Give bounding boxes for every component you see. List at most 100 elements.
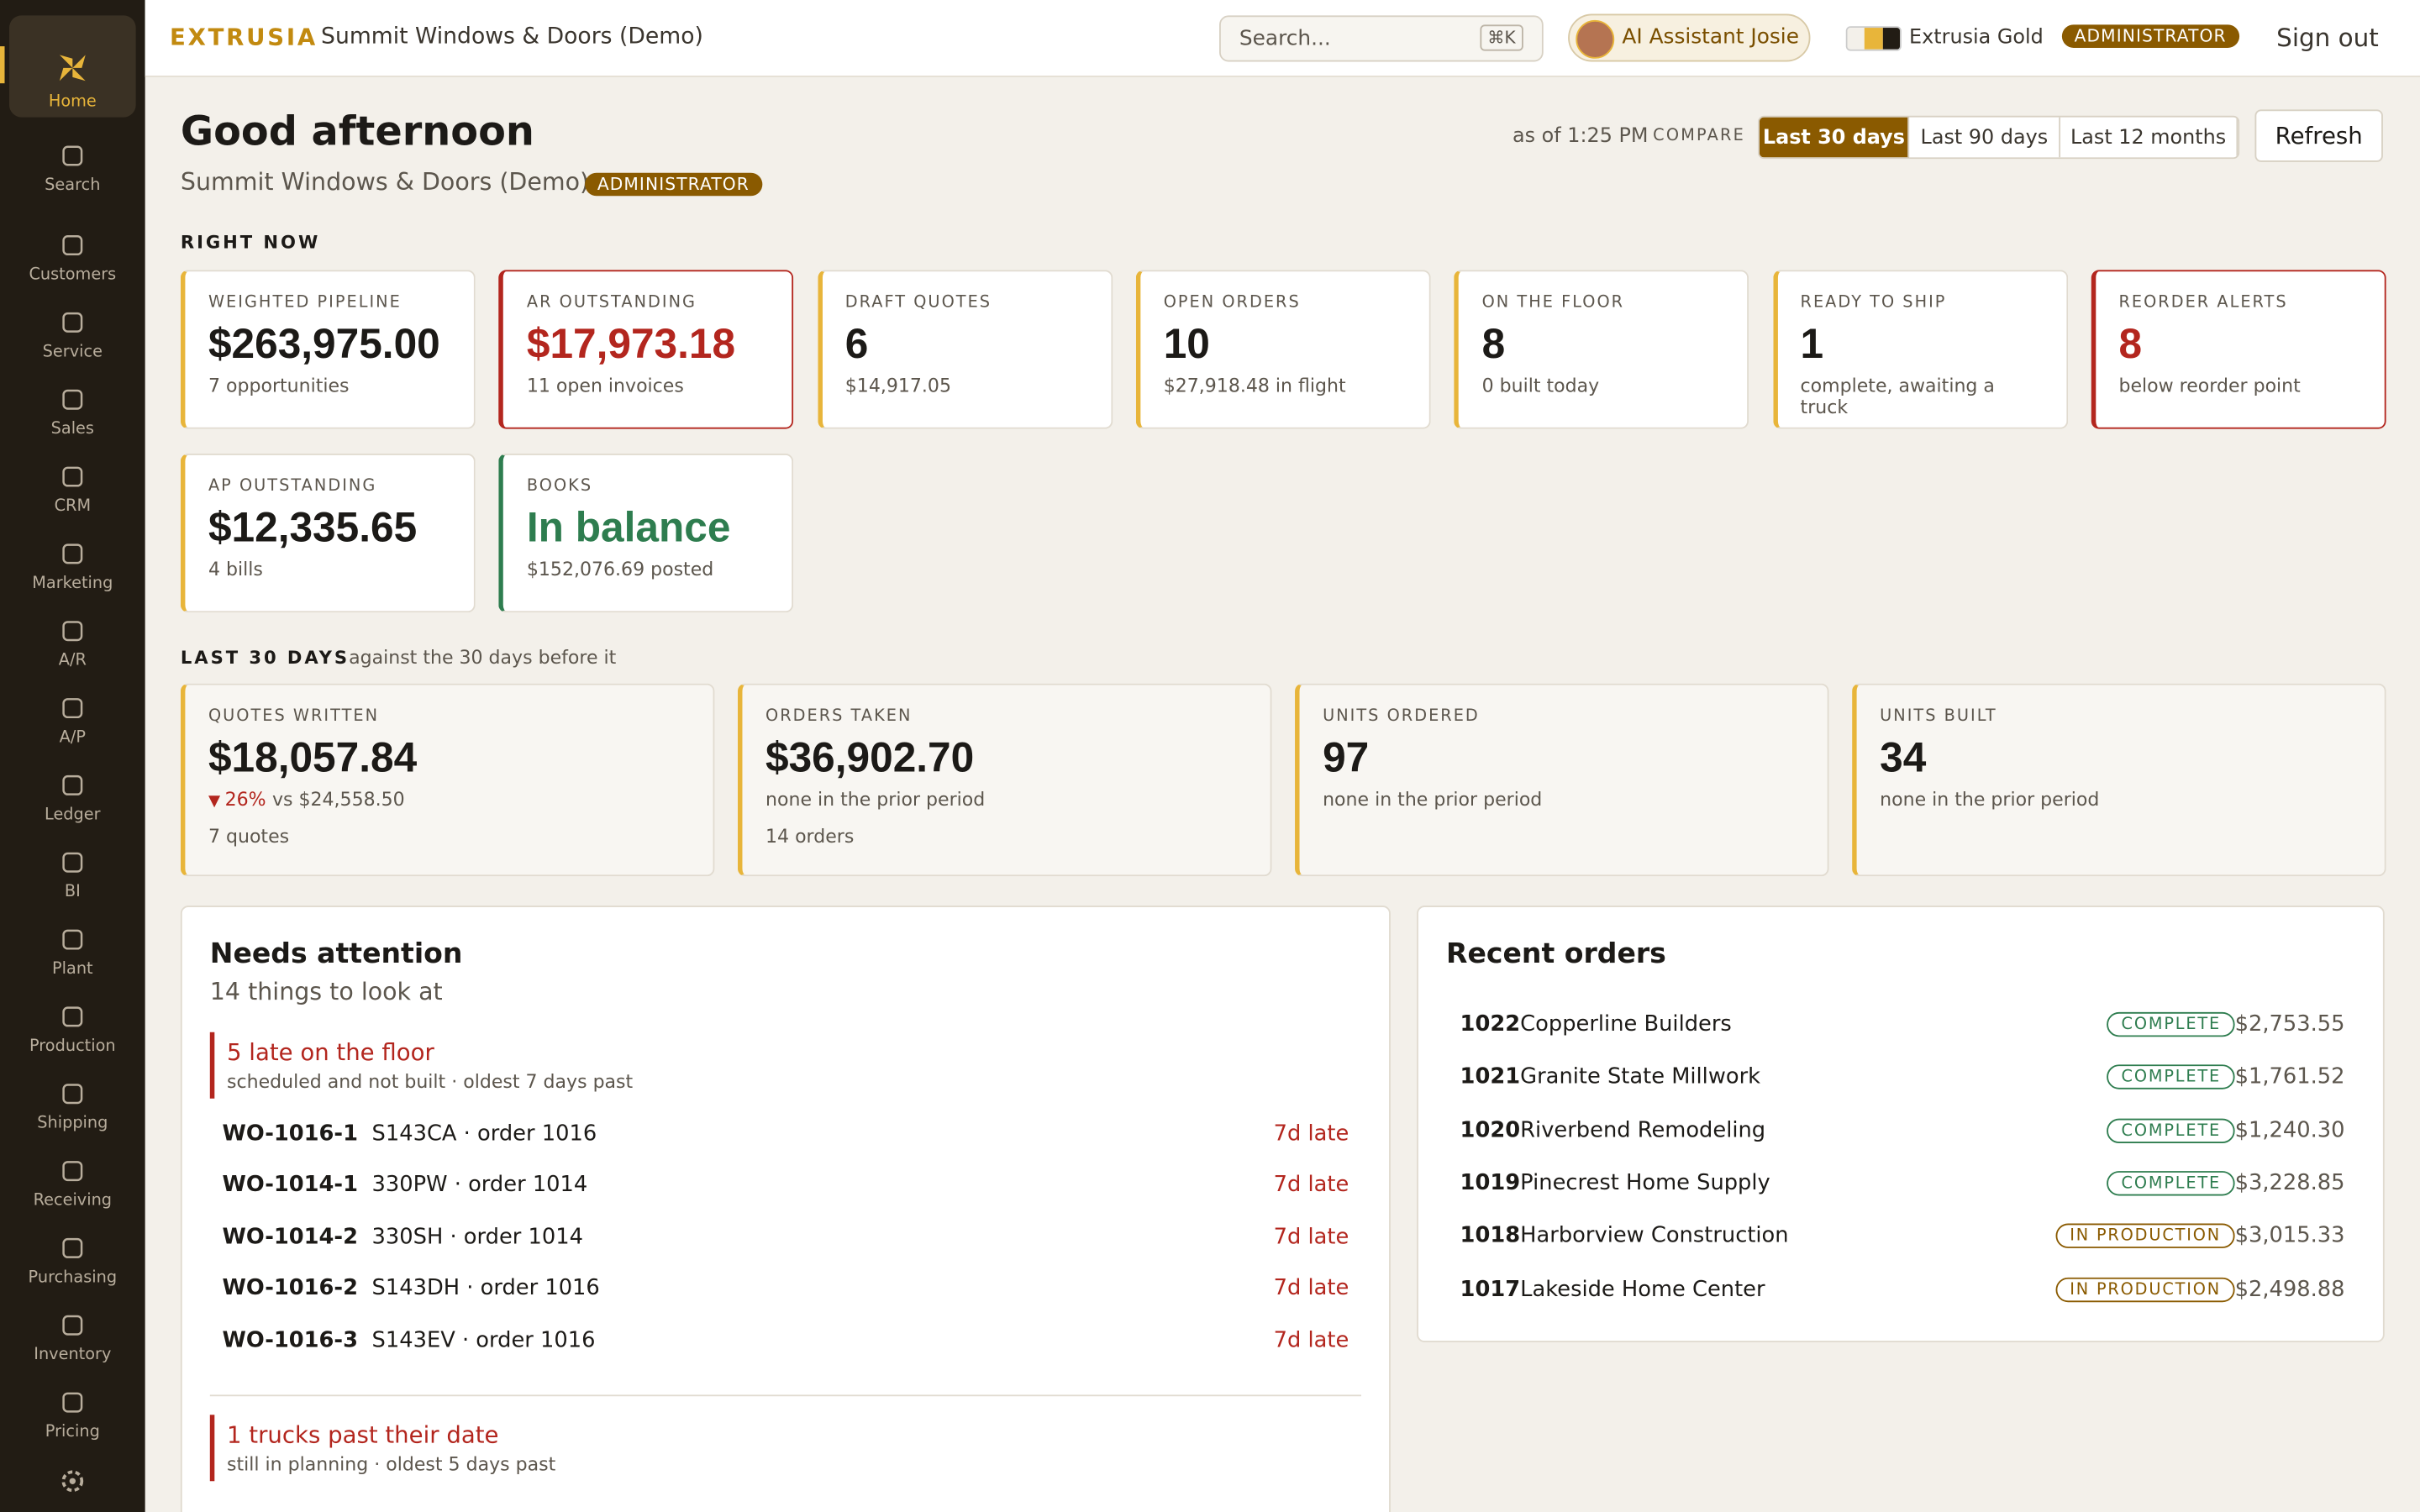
recent-orders-panel: Recent orders 1022 Copperline Builders COMP…: [1417, 906, 2385, 1342]
nav-item[interactable]: Pricing: [9, 1379, 136, 1447]
nav-label: Purchasing: [28, 1268, 118, 1287]
nav-item[interactable]: Service: [9, 299, 136, 367]
role-badge: ADMINISTRATOR: [585, 172, 762, 197]
panel-title: Recent orders: [1446, 937, 1666, 971]
order-number: 1018: [1460, 1224, 1521, 1249]
nav-item[interactable]: A/R: [9, 608, 136, 676]
panel-subtitle: 14 things to look at: [209, 978, 443, 1006]
late-status: 7d late: [1273, 1121, 1349, 1147]
nav-label: CRM: [54, 496, 92, 516]
status-pill: COMPLETE: [2107, 1065, 2235, 1090]
nav-item[interactable]: Ledger: [9, 762, 136, 830]
order-number: 1019: [1460, 1171, 1521, 1196]
period-label: UNITS ORDERED: [1323, 706, 1480, 726]
order-row[interactable]: 1022 Copperline Builders COMPLETE $2,753.55: [1446, 998, 2355, 1051]
kpi-card: OPEN ORDERS 10 $27,918.48 in flight: [1135, 270, 1431, 429]
nav-item[interactable]: BI: [9, 839, 136, 907]
nav-label: Inventory: [34, 1345, 112, 1364]
section-note: against the 30 days before it: [349, 646, 617, 669]
range-button[interactable]: Last 30 days: [1759, 117, 1910, 158]
attention-row[interactable]: WO-1014-1 330PW · order 1014 7d late: [210, 1159, 1361, 1211]
order-row[interactable]: 1017 Lakeside Home Center IN PRODUCTION $2,…: [1446, 1263, 2355, 1315]
order-number: 1020: [1460, 1118, 1521, 1143]
kpi-sub: 7 opportunities: [208, 375, 350, 397]
settings-icon: [61, 1470, 84, 1493]
nav-item[interactable]: Production: [9, 994, 136, 1062]
nav-item[interactable]: Plant: [9, 916, 136, 984]
order-number: 1022: [1460, 1012, 1521, 1037]
attention-row[interactable]: WO-1016-2 S143DH · order 1016 7d late: [210, 1263, 1361, 1315]
kpi-value: $263,975.00: [208, 321, 440, 368]
kpi-sub: below reorder point: [2118, 375, 2301, 397]
nav-item[interactable]: Purchasing: [9, 1225, 136, 1293]
order-customer: Granite State Millwork: [1520, 1065, 1761, 1090]
greeting: Good afternoon: [180, 109, 534, 156]
avatar: [1576, 19, 1615, 59]
brand: EXTRUSIA: [170, 23, 318, 51]
nav-item[interactable]: Receiving: [9, 1148, 136, 1216]
kpi-sub: 0 built today: [1481, 375, 1600, 397]
order-row[interactable]: 1021 Granite State Millwork COMPLETE $1,761…: [1446, 1051, 2355, 1104]
nav-icon: [62, 543, 83, 564]
period-label: UNITS BUILT: [1880, 706, 1997, 726]
kpi-label: REORDER ALERTS: [2118, 292, 2288, 312]
nav-item[interactable]: Sales: [9, 376, 136, 444]
work-order-desc: S143DH · order 1016: [371, 1276, 600, 1301]
attention-row[interactable]: WO-1016-3 S143EV · order 1016 7d late: [210, 1315, 1361, 1367]
nav-item[interactable]: A/P: [9, 685, 136, 753]
assistant-button[interactable]: AI Assistant Josie: [1568, 13, 1811, 62]
nav-item[interactable]: Home: [9, 15, 136, 118]
delta-text: vs $24,558.50: [271, 788, 405, 811]
order-row[interactable]: 1019 Pinecrest Home Supply COMPLETE $3,228.…: [1446, 1157, 2355, 1210]
nav-icon: [62, 389, 83, 410]
period-value: 97: [1323, 734, 1370, 781]
search-box[interactable]: Search... ⌘K: [1219, 15, 1544, 62]
nav-item[interactable]: CRM: [9, 454, 136, 522]
nav-item[interactable]: Customers: [9, 222, 136, 290]
main: Good afternoon Summit Windows & Doors (De…: [145, 77, 2420, 1512]
kpi-value: 8: [2118, 321, 2143, 368]
kpi-card: DRAFT QUOTES 6 $14,917.05: [817, 270, 1113, 429]
sign-out[interactable]: Sign out: [2276, 23, 2379, 53]
attention-row[interactable]: WO-1016-1 S143CA · order 1016 7d late: [210, 1108, 1361, 1160]
nav-icon: [62, 1237, 83, 1258]
kpi-card: AP OUTSTANDING $12,335.65 4 bills: [180, 454, 476, 613]
period-label: ORDERS TAKEN: [765, 706, 913, 726]
attention-row[interactable]: WO-1014-2 330SH · order 1014 7d late: [210, 1211, 1361, 1263]
active-indicator: [0, 46, 5, 84]
kpi-card: READY TO SHIP 1 complete, awaiting a truck: [1772, 270, 2068, 429]
group-sub: still in planning · oldest 5 days past: [227, 1452, 556, 1475]
theme-switch[interactable]: [1845, 26, 1902, 51]
order-number: 1021: [1460, 1065, 1521, 1090]
nav-item[interactable]: Shipping: [9, 1071, 136, 1139]
attention-panel: Needs attention 14 things to look at 5 lat…: [180, 906, 1391, 1512]
nav-item[interactable]: Marketing: [9, 531, 136, 599]
kpi-label: BOOKS: [526, 476, 593, 496]
nav-label: Home: [48, 92, 97, 112]
late-status: 7d late: [1273, 1224, 1349, 1250]
order-row[interactable]: 1018 Harborview Construction IN PRODUCTION…: [1446, 1210, 2355, 1263]
period-card: UNITS BUILT 34 none in the prior period: [1852, 683, 2386, 877]
nav-label: Plant: [52, 959, 93, 979]
order-customer: Harborview Construction: [1520, 1224, 1789, 1249]
work-order-id: WO-1016-1: [222, 1121, 359, 1147]
refresh-button[interactable]: Refresh: [2254, 109, 2383, 162]
nav-label: Marketing: [32, 574, 113, 593]
work-order-desc: 330PW · order 1014: [371, 1173, 588, 1198]
range-button[interactable]: Last 90 days: [1910, 117, 2060, 158]
order-row[interactable]: 1020 Riverbend Remodeling COMPLETE $1,240.3…: [1446, 1104, 2355, 1157]
nav-icon: [62, 929, 83, 950]
nav-item[interactable]: Search: [9, 133, 136, 201]
work-order-id: WO-1014-1: [222, 1173, 359, 1198]
nav-icon: [59, 55, 86, 81]
range-button[interactable]: Last 12 months: [2060, 117, 2238, 158]
compare-label: COMPARE: [1653, 126, 1746, 145]
order-customer: Copperline Builders: [1520, 1012, 1732, 1037]
nav-item[interactable]: Inventory: [9, 1302, 136, 1370]
period-card: ORDERS TAKEN $36,902.70 none in the prior …: [737, 683, 1272, 877]
order-number: 1017: [1460, 1277, 1521, 1302]
nav-label: Shipping: [37, 1114, 108, 1133]
nav-label: Search: [45, 176, 101, 195]
order-amount: $2,753.55: [2234, 1012, 2345, 1037]
